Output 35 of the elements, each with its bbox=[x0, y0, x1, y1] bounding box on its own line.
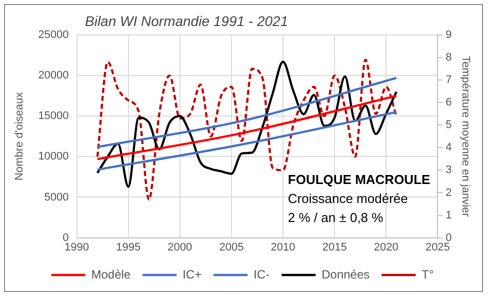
x-tick-label: 1995 bbox=[116, 241, 141, 254]
x-tick-label: 2000 bbox=[168, 241, 192, 254]
y2-tick-label: 6 bbox=[446, 96, 452, 109]
x-tick-label: 1990 bbox=[64, 241, 90, 254]
annotation: FOULQUE MACROULE bbox=[288, 172, 431, 187]
y2-tick-label: 0 bbox=[446, 232, 452, 244]
legend-label: IC+ bbox=[182, 267, 202, 282]
y2-tick-label: 8 bbox=[446, 52, 452, 64]
x-tick-label: 2010 bbox=[270, 241, 296, 254]
y2-tick-label: 1 bbox=[446, 209, 452, 222]
annotation: 2 % / an ± 0,8 % bbox=[288, 210, 384, 225]
y-axis-title: Nombre d'oiseaux bbox=[14, 92, 26, 181]
y2-tick-label: 9 bbox=[446, 29, 452, 42]
legend-label: T° bbox=[422, 267, 434, 282]
x-tick-label: 2020 bbox=[374, 241, 398, 254]
y2-tick-label: 5 bbox=[446, 119, 452, 132]
annotation: Croissance modérée bbox=[288, 190, 408, 206]
y-tick-label: 5000 bbox=[44, 191, 69, 204]
legend-label: IC- bbox=[254, 267, 270, 282]
legend-label: Données bbox=[322, 267, 370, 282]
y2-tick-label: 2 bbox=[446, 186, 452, 199]
y-tick-label: 0 bbox=[62, 232, 69, 244]
chart-title: Bilan WI Normandie 1991 - 2021 bbox=[85, 13, 288, 29]
y2-axis-title: Température moyenne en janvier bbox=[459, 56, 472, 218]
x-tick-label: 2005 bbox=[219, 241, 244, 254]
y-tick-label: 25000 bbox=[38, 29, 69, 42]
y2-tick-label: 4 bbox=[446, 142, 452, 154]
x-tick-label: 2025 bbox=[425, 241, 450, 254]
y-tick-label: 15000 bbox=[38, 110, 69, 122]
legend-label: Modèle bbox=[91, 267, 131, 282]
y-tick-label: 20000 bbox=[38, 70, 69, 82]
y-tick-label: 10000 bbox=[38, 150, 69, 163]
x-tick-label: 2015 bbox=[322, 241, 347, 254]
y2-tick-label: 7 bbox=[446, 74, 452, 86]
y2-tick-label: 3 bbox=[446, 164, 452, 176]
